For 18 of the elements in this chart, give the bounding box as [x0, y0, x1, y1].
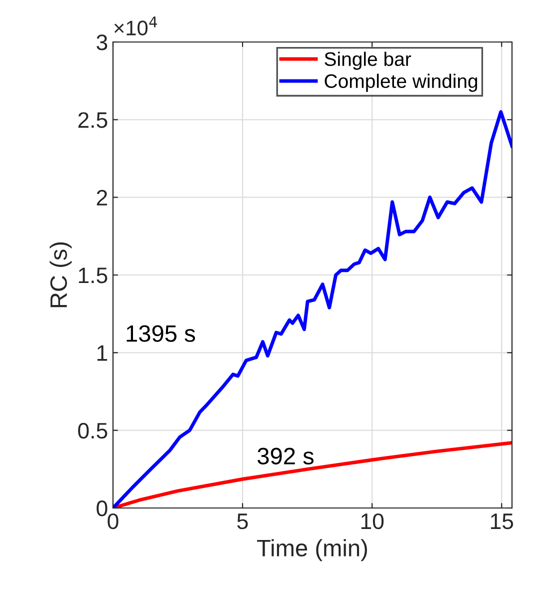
y-tick-label: 0	[96, 500, 108, 516]
y-tick-label: 0.5	[78, 422, 108, 439]
y-tick-label: 2.5	[78, 112, 108, 128]
x-tick-label: 0	[108, 513, 118, 530]
annotation: 1395 s	[126, 325, 196, 342]
x-tick-label: 10	[361, 513, 384, 530]
text: ×10$^{4}$	[114, 16, 157, 36]
legend-label: Single bar	[324, 52, 412, 70]
y-tick-label: 3	[96, 34, 108, 50]
y-tick-label: 1.5	[78, 268, 108, 284]
x-tick-label: 15	[490, 514, 514, 530]
annotation: 392 s	[258, 448, 314, 464]
x-tick-label: 5	[237, 514, 248, 530]
y-axis-title: RC (s)	[50, 242, 72, 308]
y-tick-label: 1	[97, 345, 108, 361]
y-tick-label: 2	[96, 190, 108, 206]
x-axis-title: Time (min)	[257, 539, 367, 562]
legend-label: Complete winding	[324, 74, 478, 92]
